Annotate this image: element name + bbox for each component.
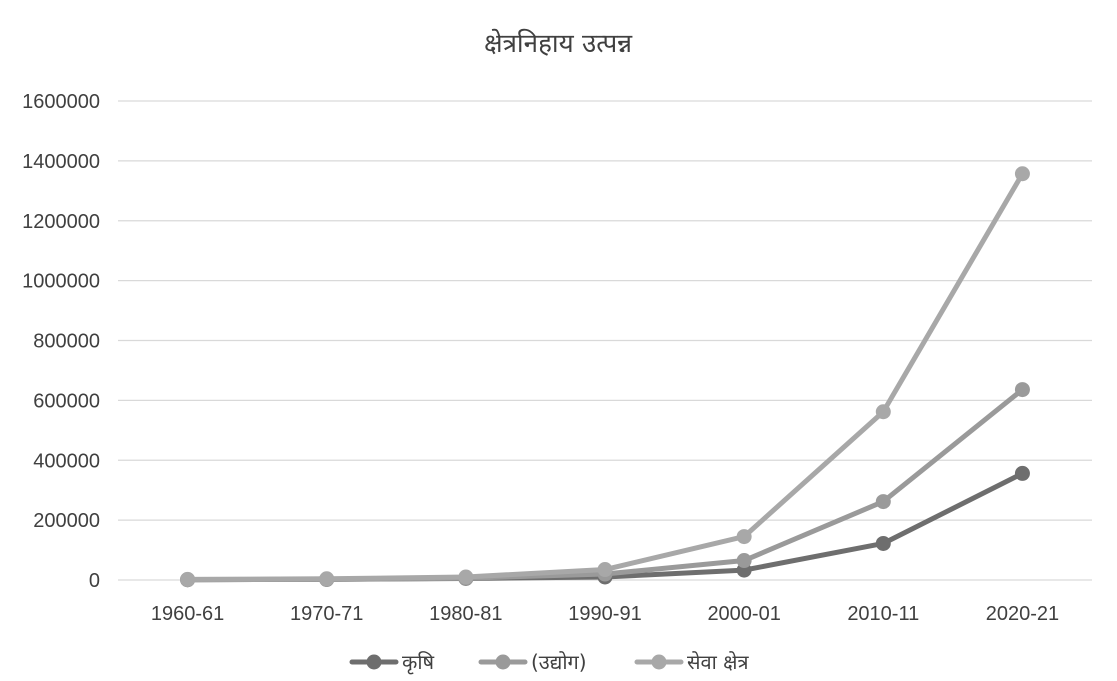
y-tick-label: 400000 xyxy=(33,450,100,472)
y-tick-label: 1000000 xyxy=(22,271,100,293)
data-point xyxy=(1014,166,1030,182)
chart-title: क्षेत्रनिहाय उत्पन्न xyxy=(484,28,633,59)
y-tick-label: 800000 xyxy=(33,331,100,353)
x-tick-label: 1990-91 xyxy=(568,603,641,625)
y-tick-label: 1600000 xyxy=(22,91,100,113)
legend-label: सेवा क्षेत्र xyxy=(687,650,750,674)
y-tick-label: 0 xyxy=(89,570,100,592)
legend-swatch-marker xyxy=(495,654,511,670)
gridlines xyxy=(118,100,1092,581)
data-point xyxy=(875,494,891,510)
legend: कृषि (उद्योग) सेवा क्षेत्र xyxy=(349,650,750,675)
y-tick-label: 1200000 xyxy=(22,211,100,233)
series-3 xyxy=(180,166,1030,587)
data-point xyxy=(597,562,613,578)
y-axis-ticks: 0 200000 400000 600000 800000 1000000 1200000 1… xyxy=(22,91,100,592)
legend-swatch-marker xyxy=(366,654,382,670)
legend-label: (उद्योग) xyxy=(531,650,587,674)
y-tick-label: 1400000 xyxy=(22,151,100,173)
data-point xyxy=(319,571,335,587)
legend-label: कृषि xyxy=(402,650,435,675)
data-point xyxy=(875,535,891,551)
data-point xyxy=(736,529,752,545)
series-line xyxy=(185,387,1025,583)
x-tick-label: 1970-71 xyxy=(290,603,363,625)
data-point xyxy=(1014,465,1030,481)
x-tick-label: 2010-11 xyxy=(847,603,919,625)
legend-item: कृषि xyxy=(349,650,435,675)
data-point xyxy=(180,571,196,587)
x-tick-label: 2020-21 xyxy=(986,603,1059,625)
x-tick-label: 1960-61 xyxy=(151,603,224,625)
x-axis-ticks: 1960-61 1970-71 1980-81 1990-91 2000-01 2010-… xyxy=(151,603,1059,625)
legend-item: (उद्योग) xyxy=(478,650,587,674)
x-tick-label: 2000-01 xyxy=(707,603,780,625)
data-point xyxy=(736,553,752,569)
legend-swatch-marker xyxy=(651,654,667,670)
series-2 xyxy=(180,382,1030,588)
series-line xyxy=(185,171,1025,582)
y-tick-label: 600000 xyxy=(33,390,100,412)
series-lines xyxy=(180,166,1030,588)
data-point xyxy=(458,569,474,585)
legend-item: सेवा क्षेत्र xyxy=(634,650,750,674)
data-point xyxy=(1014,382,1030,398)
y-tick-label: 200000 xyxy=(33,510,100,532)
data-point xyxy=(875,404,891,420)
x-tick-label: 1980-81 xyxy=(429,603,502,625)
